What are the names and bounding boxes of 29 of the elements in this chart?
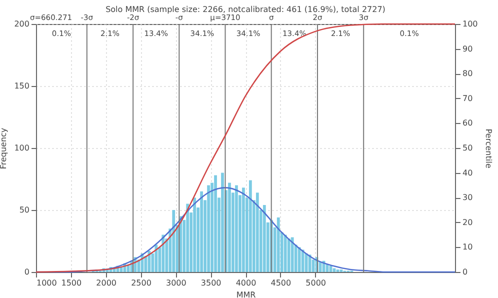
x-tick-label: 2500 (131, 278, 152, 288)
x-axis-title: MMR (236, 290, 256, 298)
y2-tick-label: 20 (462, 218, 473, 227)
y2-tick-label: 90 (462, 44, 473, 54)
y2-axis-title: Percentile (484, 128, 493, 168)
y2-tick-label: 30 (462, 193, 473, 202)
y-axis-title: Frequency (0, 128, 8, 170)
y-tick-label: 100 (14, 144, 30, 152)
y-tick-label: 200 (14, 20, 30, 28)
x-tick-label: 4000 (236, 278, 256, 288)
x-tick-label: 4500 (270, 278, 292, 288)
y2-tick-label: 40 (462, 168, 473, 178)
y2-tick-label: 50 (462, 144, 473, 152)
y-tick-label: 50 (19, 206, 30, 214)
y2-tick-label: 60 (462, 118, 473, 128)
x-tick-label: 5000 (306, 278, 326, 288)
y2-tick-label: 80 (462, 69, 473, 78)
x-tick-label: 2000 (96, 278, 117, 288)
x-tick-label: 1500 (61, 278, 82, 288)
y2-tick-label: 10 (462, 242, 473, 252)
y-tick-label: 0 (24, 268, 30, 276)
x-tick-label: 3500 (200, 278, 222, 288)
y2-tick-label: 70 (462, 94, 473, 103)
x-tick-label: 3000 (166, 278, 186, 288)
y2-tick-label: 100 (462, 20, 478, 28)
chart-title: Solo MMR (sample size: 2266, notcalibrated: 461 (16.9%), total 2727) (106, 5, 386, 14)
y2-tick-label: 0 (462, 268, 468, 276)
y-tick-label: 150 (14, 82, 30, 90)
x-tick-label: 1000 (36, 278, 57, 288)
